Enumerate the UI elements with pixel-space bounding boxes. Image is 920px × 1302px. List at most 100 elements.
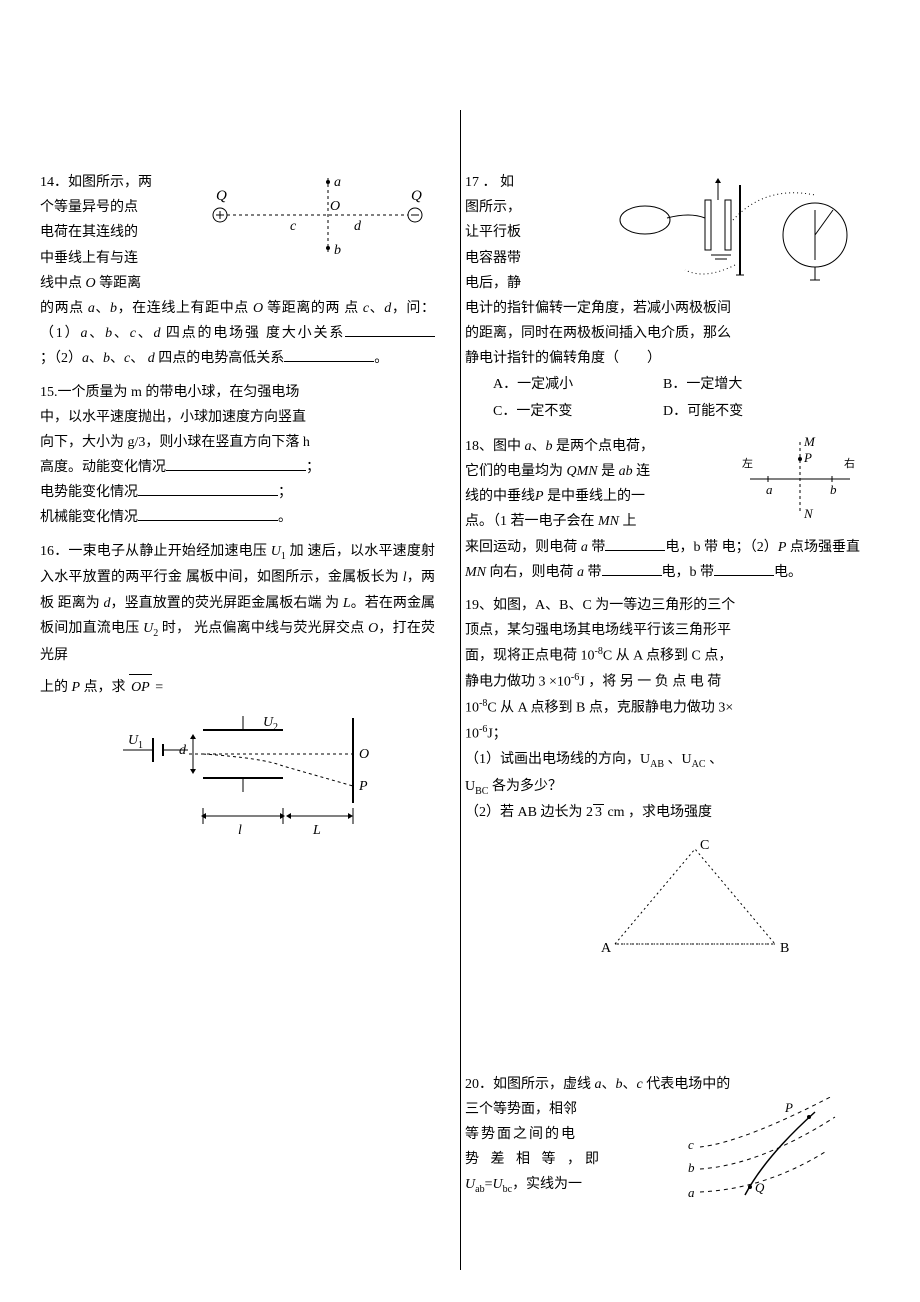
q14-O2: O (253, 301, 263, 316)
q19-t3a: 面，现将正点电荷 10 (465, 649, 595, 664)
q15-s2: ； (278, 485, 292, 500)
q17-l5: 电后，静 (465, 276, 521, 291)
q14-b3: b (105, 326, 112, 341)
q19-t3b: C 从 A 点移到 C 点， (603, 649, 733, 664)
fig18-right: 右 (844, 456, 855, 470)
q16-t6a: 光点偏离中线与荧光屏交点 (194, 621, 368, 636)
q20-a: a (595, 1077, 602, 1092)
q20-b: b (616, 1077, 623, 1092)
q17-l4: 电容器带 (465, 251, 521, 266)
q17-opt-c: C．一定不变 (493, 399, 663, 424)
figure-q18: M P N a b 左 右 (740, 434, 860, 524)
q14-l2: 个等量异号的点 (40, 200, 138, 215)
q19-p3a: （2）若 AB 边长为 2 (465, 805, 593, 820)
q18-a3: a (577, 565, 584, 580)
question-20: 20．如图所示，虚线 a、b、c 代表电场中的 P Q a b c 三个等势面，… (465, 1072, 860, 1200)
blank (138, 507, 278, 521)
q16-U1: U (271, 544, 281, 559)
fig16-O2: O (359, 747, 369, 762)
q17-t2: 电计的指针偏转一定角度，若减小两极板间 (465, 296, 860, 321)
fig14-O: O (330, 199, 340, 214)
q18-t1c: 是两个点电荷， (553, 439, 655, 454)
q14-a4: a (82, 351, 89, 366)
q20-t1b: 、 (602, 1077, 616, 1092)
q20-ab: ab (475, 1184, 484, 1195)
q14-b: b (110, 301, 117, 316)
figure-q16: U 1 U 2 O P d (93, 708, 383, 848)
question-15: 15.一个质量为 m 的带电小球，在匀强电场 中，以水平速度抛出，小球加速度方向… (40, 380, 435, 531)
q18-MN: MN (577, 464, 598, 479)
q16-t5c: 时， (158, 621, 190, 636)
q17-opt-d: D．可能不变 (663, 399, 833, 424)
q19-t6a: 10 (465, 727, 479, 742)
fig20-lc: c (688, 1137, 694, 1152)
q20-t1c: 、 (623, 1077, 637, 1092)
q19-p1b: 、U (664, 752, 692, 767)
q14-l5b: 等距离 (96, 276, 142, 291)
left-column: Q Q a b O c d 14．如图所示，两 个等量异号的点 电荷在其连线的 … (40, 170, 435, 1207)
q20-t4: 势 差 相 等 ，即 (465, 1152, 603, 1167)
q14-r2e: 、 (112, 326, 130, 341)
fig14-Q2: Q (411, 188, 422, 204)
q17-l1: 17 ． 如 (465, 175, 514, 190)
q20-U2: U (492, 1177, 502, 1192)
q14-r2f: 、 (136, 326, 154, 341)
fig19-A: A (601, 941, 612, 956)
blank (138, 482, 278, 496)
q19-BC: BC (475, 785, 488, 796)
column-divider (460, 110, 461, 1270)
q17-t3: 的距离，同时在两极板间插入电介质，那么 (465, 321, 860, 346)
q17-l3: 让平行板 (465, 225, 521, 240)
q18-Q: Q (567, 464, 577, 479)
question-19: 19、如图，A、B、C 为一等边三角形的三个 顶点，某匀强电场其电场线平行该三角… (465, 593, 860, 964)
q19-e2: -6 (571, 672, 579, 683)
fig16-d2: d (179, 743, 187, 758)
q18-t5c: 电，b 带 (665, 540, 718, 555)
q20-t3: 等势面之间的电 (465, 1127, 577, 1142)
q15-t2: 中，以水平速度抛出，小球加速度方向竖直 (40, 405, 435, 430)
q14-r3s: ；（2） (40, 351, 82, 366)
fig18-a: a (766, 482, 773, 497)
q14-l3: 电荷在其连线的 (40, 225, 138, 240)
q18-P: P (535, 489, 544, 504)
fig20-Q: Q (755, 1180, 765, 1195)
question-18: M P N a b 左 右 18、图中 a、b 是两个点电荷， 它们的电量均为 … (465, 434, 860, 585)
fig19-B: B (780, 941, 789, 956)
q19-p1a: （1）试画出电场线的方向，U (465, 752, 650, 767)
q14-r2g: 四点的电场强 (161, 326, 261, 341)
q14-d4: d (148, 351, 155, 366)
q17-opt-b: B．一定增大 (663, 372, 833, 397)
figure-q14: Q Q a b O c d (200, 170, 435, 265)
q16-t7a: 上的 (40, 680, 72, 695)
q19-p2b: 各为多少？ (488, 779, 562, 794)
q16-U2: U (143, 621, 153, 636)
fig20-lb: b (688, 1160, 695, 1175)
blank (166, 457, 306, 471)
fig14-b: b (334, 243, 341, 258)
q19-t5b: C 从 A 点移到 B 点，克服静电力做功 3× (487, 701, 733, 716)
blank (714, 562, 774, 576)
q14-O: O (86, 276, 96, 291)
q18-t5b: 带 (588, 540, 606, 555)
q18-a: a (525, 439, 532, 454)
fig16-l2: l (238, 823, 242, 838)
fig18-N: N (803, 506, 814, 521)
q18-t5a: 来回运动，则电荷 (465, 540, 581, 555)
q18-t7c: 电。 (774, 565, 802, 580)
q17-l2: 图所示， (465, 200, 521, 215)
fig14-a: a (334, 175, 341, 190)
q18-t4a: 点。（1 若一电子会在 (465, 514, 598, 529)
q18-t3a: 线的中垂线 (465, 489, 535, 504)
q17-t4: 静电计指针的偏转角度（ ） (465, 346, 860, 371)
question-14: Q Q a b O c d 14．如图所示，两 个等量异号的点 电荷在其连线的 … (40, 170, 435, 372)
q17-options: A．一定减小 B．一定增大 C．一定不变 D．可能不变 (493, 372, 860, 426)
q14-r2d: 、 (87, 326, 105, 341)
fig18-left: 左 (742, 457, 753, 470)
q18-t3b: 是中垂线上的一 (544, 489, 646, 504)
q18-t6b: 点场强垂直 (786, 540, 860, 555)
q18-t7a: 带 (588, 565, 602, 580)
q15-t5: 电势能变化情况 (40, 485, 138, 500)
figure-q19: A B C (585, 834, 805, 964)
q16-t7b: 点，求 (80, 680, 129, 695)
fig20-P: P (784, 1100, 793, 1115)
